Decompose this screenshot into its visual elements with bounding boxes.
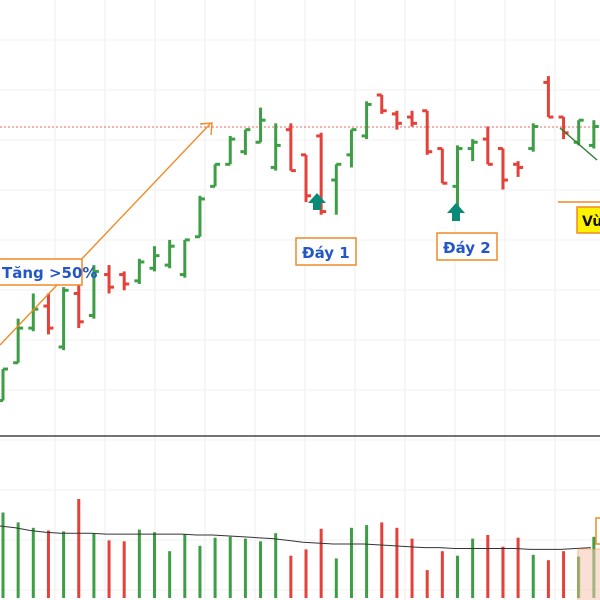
price-bar	[437, 147, 448, 185]
price-bar	[422, 109, 433, 155]
volume-bar	[365, 525, 369, 598]
price-bar	[149, 246, 160, 272]
volume-bar	[228, 536, 232, 598]
volume-bar	[1, 512, 5, 598]
bottom2-marker: Đáy 2	[436, 203, 498, 261]
volume-bar	[349, 527, 353, 598]
price-bar	[255, 107, 266, 144]
volume-bar	[501, 546, 505, 598]
price-bar	[391, 110, 402, 130]
price-bar	[240, 128, 251, 155]
volume-bar	[77, 499, 81, 598]
volume-bar	[395, 527, 399, 598]
bottom1-marker: Đáy 1	[295, 193, 357, 266]
volume-bar	[107, 540, 111, 598]
price-bar	[164, 239, 175, 269]
volume-bar	[168, 551, 172, 598]
bottom2-label-text: Đáy 2	[443, 239, 491, 257]
price-bar	[43, 293, 54, 335]
price-bar	[0, 367, 8, 403]
rise-arrow-head	[199, 122, 213, 136]
price-bar	[482, 126, 493, 166]
volume-bar	[289, 555, 293, 598]
volume-bar	[92, 533, 96, 598]
price-bar	[104, 265, 115, 294]
price-bar	[346, 128, 357, 168]
up-arrow-icon	[447, 203, 465, 221]
price-bars	[0, 76, 599, 403]
price-bar	[210, 162, 221, 188]
price-bar	[73, 284, 84, 329]
price-bar	[285, 123, 296, 173]
volume-bar	[471, 538, 475, 598]
volume-bar	[198, 545, 202, 598]
volume-bar	[410, 538, 414, 598]
bottom1-label-text: Đáy 1	[302, 244, 350, 262]
volume-bar	[46, 530, 50, 598]
price-bar	[528, 123, 539, 152]
volume-bar	[62, 531, 66, 598]
volume-bar	[486, 535, 490, 598]
price-bar	[225, 135, 236, 166]
rise-label-text: Tăng >50%	[2, 264, 97, 282]
zone-label-box: Vù	[576, 206, 600, 234]
up-arrow-icon	[308, 193, 326, 210]
price-bar	[497, 147, 508, 190]
volume-bar	[122, 541, 126, 598]
volume-bar	[531, 554, 535, 598]
volume-bar	[546, 560, 550, 598]
price-bar	[179, 238, 190, 278]
volume-bar	[456, 555, 459, 598]
volume-bar	[243, 538, 247, 598]
volume-bar	[380, 522, 384, 598]
zone-label-text: Vù	[582, 214, 600, 230]
price-bar	[134, 258, 145, 284]
volume-bar	[334, 558, 338, 598]
price-bar	[301, 153, 311, 203]
price-bar	[407, 110, 418, 127]
price-bar	[467, 139, 478, 162]
rise-trend-arrow	[0, 123, 211, 346]
price-bar	[588, 120, 599, 149]
price-bar	[331, 162, 342, 215]
price-bar	[361, 101, 372, 140]
volume-label-stub	[595, 517, 600, 545]
volume-moving-average	[0, 525, 591, 550]
price-bar	[376, 93, 387, 114]
volume-bar	[213, 537, 217, 598]
volume-bar	[31, 527, 35, 598]
volume-bar	[304, 549, 308, 598]
volume-bar	[562, 551, 566, 598]
volume-bar	[137, 529, 141, 598]
price-bar	[88, 265, 99, 319]
volume-highlight-zone	[577, 548, 600, 600]
rise-label-box: Tăng >50%	[0, 258, 97, 286]
volume-bar	[153, 532, 156, 598]
price-bar	[119, 271, 130, 291]
volume-bar	[274, 533, 278, 598]
price-bar	[543, 76, 554, 119]
volume-bar	[16, 522, 20, 598]
volume-bar	[319, 528, 323, 598]
volume-bar	[516, 537, 520, 598]
volume-bar	[183, 534, 187, 598]
volume-bar	[440, 551, 444, 598]
price-bar	[58, 287, 69, 351]
price-bar	[194, 195, 205, 239]
trend-line	[559, 127, 598, 161]
price-bar	[513, 161, 524, 177]
price-bar	[270, 123, 281, 171]
price-bar	[28, 293, 39, 332]
volume-bars	[1, 499, 596, 598]
volume-bar	[259, 541, 263, 598]
volume-bar	[425, 570, 429, 598]
